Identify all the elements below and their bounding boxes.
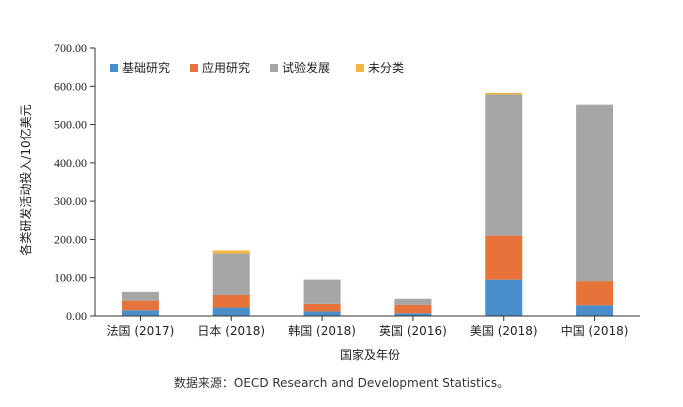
bar-segment <box>394 298 432 305</box>
y-tick-label: 300.00 <box>54 194 87 208</box>
y-tick-label: 600.00 <box>54 79 87 93</box>
bar-segment <box>485 279 523 316</box>
y-axis: 0.00 100.00 200.00 300.00 400.00 500.00 600.00… <box>54 41 96 323</box>
legend-label: 基础研究 <box>122 60 170 75</box>
legend-label: 应用研究 <box>202 60 250 75</box>
legend-label: 未分类 <box>368 61 404 75</box>
y-tick-label: 0.00 <box>66 309 87 323</box>
legend-swatch <box>356 64 364 72</box>
source-note: 数据来源：OECD Research and Development Stati… <box>173 376 510 390</box>
bar-segment <box>212 250 250 254</box>
bar-segment <box>485 235 523 280</box>
x-tick-label: 日本 (2018) <box>197 324 265 338</box>
legend-swatch <box>270 64 278 72</box>
legend-swatch <box>190 64 198 72</box>
bar-segment <box>576 104 614 282</box>
bar-segment <box>121 310 159 316</box>
bar-segment <box>394 304 432 314</box>
y-tick-label: 400.00 <box>54 156 87 170</box>
y-tick-label: 500.00 <box>54 118 87 132</box>
bar-segment <box>576 281 614 306</box>
y-tick-label: 700.00 <box>54 41 87 55</box>
bar-segment <box>303 311 341 316</box>
x-tick-label: 中国 (2018) <box>561 323 629 338</box>
x-tick-label: 韩国 (2018) <box>288 323 356 338</box>
y-tick-label: 100.00 <box>54 271 87 285</box>
bar-segment <box>576 305 614 316</box>
y-axis-title: 各类研发活动投入/10亿美元 <box>18 104 33 255</box>
legend-label: 试验发展 <box>282 60 330 75</box>
x-axis: 法国 (2017) 日本 (2018) 韩国 (2018) 英国 (2016) 美国 (… <box>95 315 640 338</box>
x-axis-title: 国家及年份 <box>340 347 400 362</box>
bar-segment <box>485 94 523 236</box>
bar-segment <box>303 303 341 312</box>
y-tick-label: 200.00 <box>54 232 87 246</box>
bar-segment <box>303 279 341 304</box>
legend-swatch <box>110 64 118 72</box>
bar-segment <box>212 253 250 295</box>
bar-segment <box>394 313 432 316</box>
x-tick-label: 英国 (2016) <box>379 324 447 338</box>
bar-segment <box>485 92 523 95</box>
bars <box>121 92 614 316</box>
bar-segment <box>212 307 250 316</box>
legend: 基础研究 应用研究 试验发展 未分类 <box>110 60 404 75</box>
bar-segment <box>121 291 159 301</box>
x-tick-label: 法国 (2017) <box>107 324 175 338</box>
x-tick-label: 美国 (2018) <box>470 324 538 338</box>
bar-segment <box>212 294 250 308</box>
bar-segment <box>121 300 159 311</box>
